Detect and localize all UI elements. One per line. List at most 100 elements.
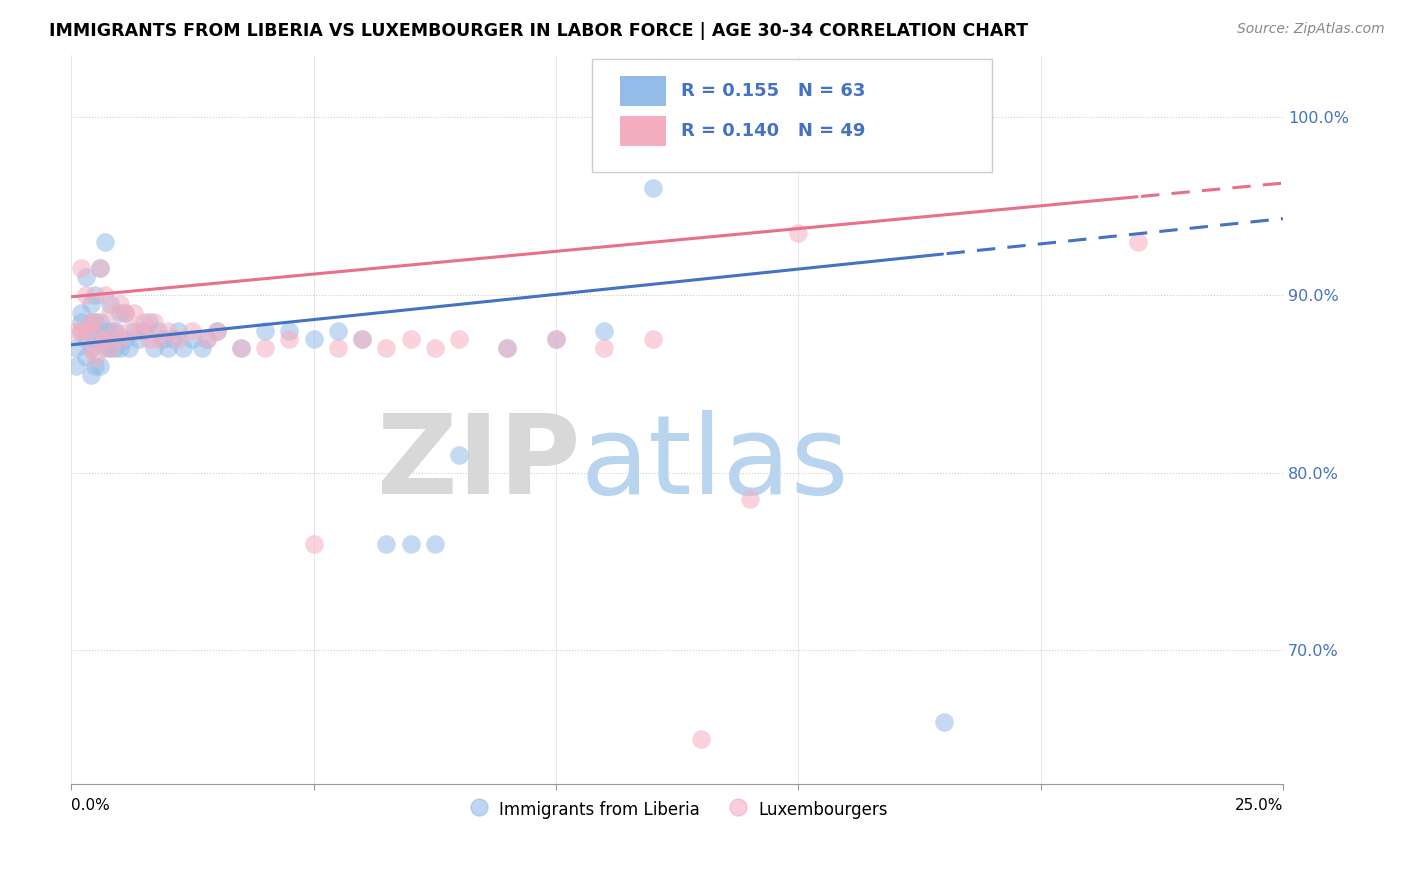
Point [65, 342, 87, 356]
Point [98, 342, 121, 356]
Point [98, 324, 121, 338]
Point [132, 324, 155, 338]
Point [167, 333, 190, 347]
Point [70, 324, 93, 338]
Point [75, 324, 97, 338]
Point [375, 342, 398, 356]
Point [302, 333, 325, 347]
Point [278, 324, 301, 338]
Point [108, 333, 131, 347]
Point [195, 333, 218, 347]
Point [128, 324, 150, 338]
Point [79, 315, 101, 329]
FancyBboxPatch shape [592, 59, 993, 172]
Point [104, 324, 127, 338]
Point [118, 324, 141, 338]
Point [593, 324, 616, 338]
Point [104, 324, 127, 338]
Point [84, 315, 107, 329]
Text: R = 0.140   N = 49: R = 0.140 N = 49 [681, 122, 865, 140]
Text: Source: ZipAtlas.com: Source: ZipAtlas.com [1237, 22, 1385, 37]
Point [278, 333, 301, 347]
FancyBboxPatch shape [620, 116, 666, 146]
Point [544, 333, 567, 347]
Point [98, 342, 121, 356]
Point [148, 333, 170, 347]
Point [132, 315, 155, 329]
Point [157, 342, 180, 356]
Point [108, 342, 131, 356]
Point [128, 333, 150, 347]
Point [108, 297, 131, 311]
Point [205, 324, 228, 338]
Point [79, 342, 101, 356]
Point [496, 342, 519, 356]
Point [75, 333, 97, 347]
Point [89, 359, 111, 373]
Point [65, 359, 87, 373]
Point [1126, 235, 1149, 249]
Point [787, 226, 810, 240]
Point [65, 324, 87, 338]
Point [593, 342, 616, 356]
Point [79, 297, 101, 311]
Point [79, 342, 101, 356]
Point [118, 342, 141, 356]
Point [70, 306, 93, 320]
Point [142, 342, 165, 356]
Point [254, 324, 277, 338]
Point [70, 315, 93, 329]
Point [104, 342, 127, 356]
Point [195, 333, 218, 347]
Point [167, 324, 190, 338]
Point [114, 306, 136, 320]
Point [89, 333, 111, 347]
Text: 0.0%: 0.0% [72, 798, 110, 813]
Point [229, 342, 252, 356]
Point [84, 359, 107, 373]
Text: R = 0.155   N = 63: R = 0.155 N = 63 [681, 82, 865, 100]
Point [89, 261, 111, 276]
Point [544, 333, 567, 347]
Point [108, 306, 131, 320]
Point [114, 333, 136, 347]
Point [94, 342, 117, 356]
Point [75, 288, 97, 302]
Text: 25.0%: 25.0% [1234, 798, 1282, 813]
Point [375, 537, 398, 551]
Point [94, 333, 117, 347]
Point [70, 261, 93, 276]
Text: IMMIGRANTS FROM LIBERIA VS LUXEMBOURGER IN LABOR FORCE | AGE 30-34 CORRELATION C: IMMIGRANTS FROM LIBERIA VS LUXEMBOURGER … [49, 22, 1028, 40]
Point [142, 315, 165, 329]
Point [302, 537, 325, 551]
Point [254, 342, 277, 356]
Point [496, 342, 519, 356]
Point [70, 324, 93, 338]
Point [447, 333, 470, 347]
Legend: Immigrants from Liberia, Luxembourgers: Immigrants from Liberia, Luxembourgers [460, 793, 894, 826]
Point [326, 324, 349, 338]
Point [84, 333, 107, 347]
Point [229, 342, 252, 356]
Point [94, 235, 117, 249]
Point [162, 333, 184, 347]
Point [423, 537, 446, 551]
Point [98, 306, 121, 320]
Point [138, 315, 160, 329]
Point [148, 324, 170, 338]
Point [138, 333, 160, 347]
Point [191, 342, 214, 356]
Point [152, 333, 174, 347]
Point [399, 537, 422, 551]
Text: ZIP: ZIP [377, 409, 581, 516]
Point [181, 324, 204, 338]
Text: atlas: atlas [581, 409, 849, 516]
Point [326, 342, 349, 356]
Point [122, 324, 145, 338]
Point [181, 333, 204, 347]
Point [75, 350, 97, 364]
Point [84, 315, 107, 329]
Point [89, 333, 111, 347]
Point [89, 261, 111, 276]
Point [690, 732, 713, 747]
